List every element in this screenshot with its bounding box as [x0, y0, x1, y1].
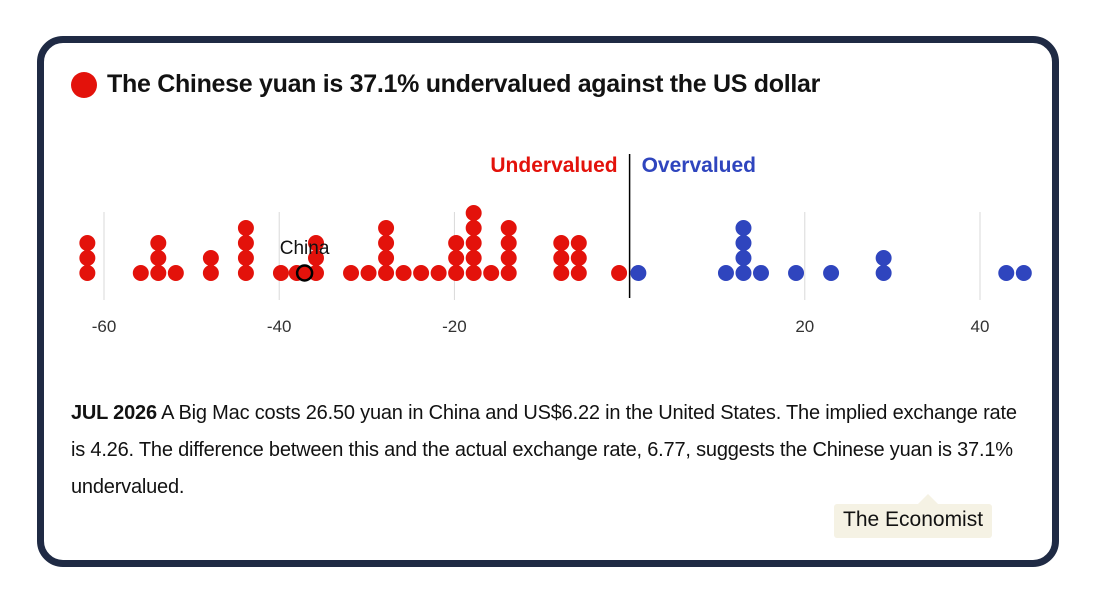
data-point: [237, 250, 254, 266]
data-point: [378, 250, 395, 266]
data-point: [875, 250, 892, 266]
description-date: JUL 2026: [71, 402, 157, 424]
chart-card: [37, 36, 1059, 567]
data-point: [465, 220, 482, 236]
x-tick-label: -60: [92, 317, 117, 336]
data-point: [132, 265, 149, 281]
data-point: [413, 265, 430, 281]
data-point: [448, 235, 465, 251]
data-point: [79, 235, 96, 251]
data-point: [343, 265, 360, 281]
data-point: [378, 235, 395, 251]
x-tick-label: 20: [795, 317, 814, 336]
data-point: [1015, 265, 1032, 281]
data-point: [465, 205, 482, 221]
description: JUL 2026 A Big Mac costs 26.50 yuan in C…: [71, 395, 1031, 506]
overvalued-label: Overvalued: [642, 154, 756, 177]
data-point: [500, 220, 517, 236]
data-point: [570, 265, 587, 281]
data-point: [717, 265, 734, 281]
data-point: [553, 250, 570, 266]
source-tooltip: The Economist: [834, 504, 993, 538]
data-point: [167, 265, 184, 281]
data-point: [150, 250, 167, 266]
data-point: [630, 265, 647, 281]
data-point: [483, 265, 500, 281]
data-point: [307, 235, 324, 251]
data-point: [360, 265, 377, 281]
data-point: [272, 265, 289, 281]
data-point-china: [295, 264, 314, 282]
data-point: [875, 265, 892, 281]
source-tooltip-arrow: [918, 494, 938, 504]
data-point: [465, 265, 482, 281]
data-point: [788, 265, 805, 281]
data-point: [79, 265, 96, 281]
chart-title: The Chinese yuan is 37.1% undervalued ag…: [107, 70, 821, 98]
data-point: [465, 250, 482, 266]
data-point: [570, 235, 587, 251]
data-point: [500, 235, 517, 251]
data-point: [202, 250, 219, 266]
data-point: [448, 265, 465, 281]
data-point: [395, 265, 412, 281]
data-point: [430, 265, 447, 281]
x-tick-label: 40: [971, 317, 990, 336]
data-point: [79, 250, 96, 266]
data-point: [202, 265, 219, 281]
data-point: [553, 265, 570, 281]
data-point: [307, 250, 324, 266]
data-point: [735, 265, 752, 281]
data-point: [237, 220, 254, 236]
data-point: [500, 265, 517, 281]
data-point: [500, 250, 517, 266]
undervalued-label: Undervalued: [490, 154, 617, 177]
data-point: [237, 235, 254, 251]
data-point: [465, 235, 482, 251]
data-point: [553, 235, 570, 251]
data-point: [735, 250, 752, 266]
data-point: [237, 265, 254, 281]
title-row: The Chinese yuan is 37.1% undervalued ag…: [71, 70, 820, 99]
data-point: [378, 220, 395, 236]
china-label: China: [280, 238, 330, 259]
data-point: [998, 265, 1015, 281]
data-point: [735, 220, 752, 236]
data-point: [735, 235, 752, 251]
data-point: [753, 265, 769, 281]
data-point: [823, 265, 840, 281]
data-point: [378, 265, 395, 281]
data-point: [611, 265, 628, 281]
data-point: [150, 265, 167, 281]
x-tick-label: -40: [267, 317, 292, 336]
data-point: [570, 250, 587, 266]
data-point: [448, 250, 465, 266]
x-tick-label: -20: [442, 317, 467, 336]
undervalued-indicator-dot: [71, 71, 97, 98]
data-point: [150, 235, 167, 251]
description-text: A Big Mac costs 26.50 yuan in China and …: [71, 402, 1017, 498]
